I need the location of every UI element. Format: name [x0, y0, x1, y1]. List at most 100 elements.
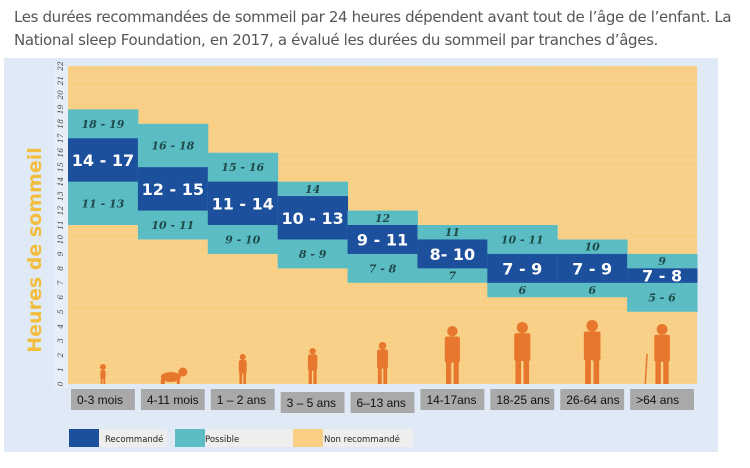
y-tick-label: 17: [56, 133, 65, 143]
y-tick-label: 5: [56, 309, 65, 314]
possible-upper-label: 12: [375, 212, 391, 225]
legend-label: Recommandé: [105, 434, 163, 445]
y-tick-label: 10: [56, 234, 65, 244]
age-category: 3 – 5 ans: [280, 392, 345, 413]
newborn-figure: [99, 364, 106, 384]
age-category-label: 4-11 mois: [147, 393, 199, 407]
age-category-label: 0-3 mois: [77, 393, 123, 407]
age-column: 10 - 13 14 8 - 9: [277, 181, 349, 269]
age-category-label: 1 – 2 ans: [217, 393, 266, 407]
y-axis-strip: [54, 66, 68, 388]
possible-lower-label: 5 - 6: [648, 291, 676, 304]
age-category: 14-17ans: [420, 389, 485, 410]
y-tick-label: 7: [56, 280, 65, 285]
age-column: 9 - 11 12 7 - 8: [347, 210, 418, 283]
possible-upper-label: 11: [445, 226, 460, 239]
elderly-with-cane-figure: [644, 324, 670, 385]
age-category: 4-11 mois: [140, 389, 205, 410]
recommended-range-bar: [347, 225, 418, 254]
possible-lower-label: 7: [449, 270, 457, 283]
intro-paragraph: Les durées recommandées de sommeil par 2…: [14, 6, 744, 52]
possible-lower-label: 8 - 9: [299, 248, 327, 261]
legend-item: Recommandé: [69, 429, 167, 447]
y-tick-label: 9: [56, 251, 65, 256]
recommended-range-label: 7 - 9: [572, 259, 612, 278]
legend-label-background: [97, 429, 167, 447]
possible-upper-label: 10: [585, 241, 601, 254]
toddler-figure: [238, 354, 247, 384]
y-tick-label: 8: [56, 266, 65, 271]
age-category: 6–13 ans: [350, 392, 415, 413]
age-category-label: 18-25 ans: [496, 393, 549, 407]
legend-label-background: [321, 429, 413, 447]
chart-legend: Recommandé Possible Non recommandé: [69, 429, 413, 447]
legend-label-background: [203, 429, 293, 447]
recommended-range-bar: [68, 138, 139, 182]
y-tick-label: 20: [56, 90, 65, 101]
age-category-box: [560, 389, 625, 410]
teen-figure: [444, 326, 460, 384]
y-tick-label: 16: [56, 148, 65, 158]
age-category-box: [490, 389, 555, 410]
possible-upper-label: 18 - 19: [82, 118, 125, 131]
legend-swatch: [69, 429, 99, 447]
age-column: 11 - 14 15 - 16 9 - 10: [207, 152, 279, 254]
recommended-range-bar: [417, 239, 488, 269]
chart-figures: [99, 320, 670, 385]
legend-swatch: [293, 429, 323, 447]
x-axis-categories: 0-3 mois 4-11 mois 1 – 2 ans 3 – 5 ans 6–13 …: [71, 389, 694, 413]
age-category-label: 26-64 ans: [566, 393, 619, 407]
adult-figure: [583, 320, 601, 384]
crawling-baby-figure: [160, 367, 188, 384]
y-tick-label: 19: [56, 104, 65, 114]
possible-upper-label: 10 - 11: [501, 233, 544, 246]
possible-upper-label: 14: [305, 183, 320, 196]
age-category-label: 14-17ans: [426, 393, 476, 407]
recommended-range-bar: [137, 167, 209, 211]
recommended-range-bar: [627, 268, 698, 283]
y-tick-label: 15: [56, 162, 65, 172]
possible-lower-label: 7 - 8: [369, 262, 397, 275]
intro-line-1: Les durées recommandées de sommeil par 2…: [14, 8, 732, 26]
recommended-range-bar: [207, 181, 279, 225]
possible-upper-label: 15 - 16: [221, 161, 264, 174]
age-category: 0-3 mois: [71, 389, 135, 410]
recommended-range-label: 8- 10: [430, 245, 476, 264]
young-adult-figure: [514, 322, 531, 384]
age-category-box: [210, 389, 275, 410]
possible-lower-label: 6: [518, 284, 526, 297]
recommended-range-label: 9 - 11: [357, 230, 408, 249]
recommended-range-label: 12 - 15: [142, 180, 204, 199]
y-tick-label: 21: [56, 76, 65, 87]
age-column: 12 - 15 16 - 18 10 - 11: [137, 123, 209, 240]
age-category: 1 – 2 ans: [210, 389, 275, 410]
legend-item: Possible: [175, 429, 293, 447]
y-tick-label: 6: [56, 295, 65, 300]
age-category-box: [350, 392, 415, 413]
y-tick-label: 14: [56, 177, 65, 187]
possible-lower-label: 10 - 11: [151, 219, 194, 232]
age-column: 7 - 9 10 6: [557, 239, 628, 298]
recommended-range-bar: [487, 253, 558, 283]
preschool-child-figure: [307, 348, 318, 384]
y-tick-label: 1: [56, 367, 65, 372]
y-tick-label: 3: [56, 338, 65, 343]
age-category-box: [71, 389, 135, 410]
possible-upper-label: 9: [658, 255, 666, 268]
y-tick-label: 2: [56, 352, 65, 358]
recommended-range-label: 10 - 13: [281, 209, 343, 228]
age-column: 7 - 9 10 - 11 6: [487, 225, 558, 298]
possible-lower-label: 9 - 10: [225, 233, 261, 246]
age-column: 14 - 17 18 - 19 11 - 13: [68, 109, 139, 225]
age-column: 7 - 89 5 - 6: [627, 253, 698, 312]
possible-lower-label: 11 - 13: [82, 197, 125, 210]
legend-item: Non recommandé: [293, 429, 413, 447]
age-category-box: [280, 392, 345, 413]
age-category-label: >64 ans: [636, 393, 679, 407]
age-column: 8- 10 11 7: [417, 225, 488, 283]
y-tick-label: 11: [56, 220, 65, 230]
age-category-box: [420, 389, 485, 410]
recommended-range-label: 7 - 8: [642, 267, 682, 286]
recommended-range-bar: [557, 253, 628, 283]
